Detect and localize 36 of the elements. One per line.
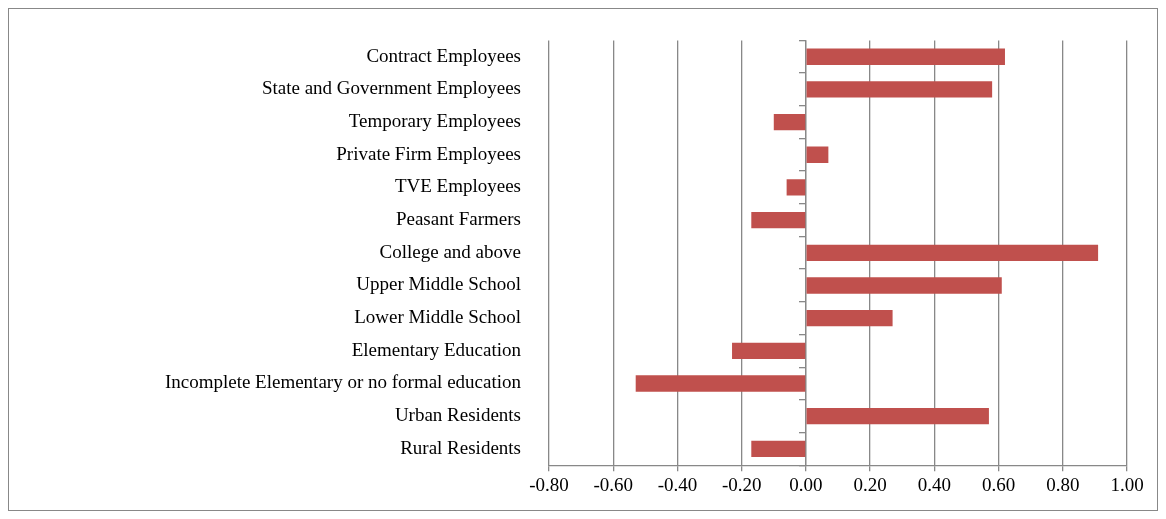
y-tick-label: Rural Residents xyxy=(400,436,521,458)
x-tick-label: -0.60 xyxy=(593,473,634,495)
x-tick-label: -0.40 xyxy=(657,473,698,495)
y-tick-label: Temporary Employees xyxy=(348,110,521,132)
x-tick-label: -0.80 xyxy=(529,473,569,495)
x-tick-label: 0.20 xyxy=(853,473,887,495)
bar xyxy=(806,277,1002,294)
bar xyxy=(806,146,829,163)
y-tick-label: Contract Employees xyxy=(366,44,521,66)
y-tick-label: Lower Middle School xyxy=(354,306,521,328)
bar xyxy=(806,81,993,98)
x-tick-label: 0.00 xyxy=(789,473,823,495)
y-tick-label: Upper Middle School xyxy=(356,273,521,295)
x-tick-label: 1.00 xyxy=(1110,473,1144,495)
bar xyxy=(786,179,806,196)
x-tick-label: 0.80 xyxy=(1046,473,1080,495)
y-tick-label: Elementary Education xyxy=(351,338,522,360)
bar xyxy=(806,408,989,425)
x-tick-label: 0.40 xyxy=(917,473,951,495)
bar xyxy=(806,244,1099,261)
bar xyxy=(806,309,893,327)
bar xyxy=(635,375,806,392)
x-tick-label: -0.20 xyxy=(721,473,762,495)
x-tick-label: 0.60 xyxy=(981,473,1016,495)
y-tick-label: TVE Employees xyxy=(394,175,521,197)
y-tick-label: Urban Residents xyxy=(394,404,521,426)
y-tick-label: Peasant Farmers xyxy=(395,208,521,230)
bar xyxy=(806,48,1005,65)
y-tick-label: College and above xyxy=(379,240,521,262)
bar xyxy=(732,342,806,359)
bar xyxy=(751,211,806,229)
bar xyxy=(751,440,806,458)
y-tick-label: Private Firm Employees xyxy=(336,142,521,164)
bar xyxy=(773,113,806,131)
y-tick-label: Incomplete Elementary or no formal education xyxy=(164,371,522,393)
y-tick-label: State and Government Employees xyxy=(261,77,521,99)
